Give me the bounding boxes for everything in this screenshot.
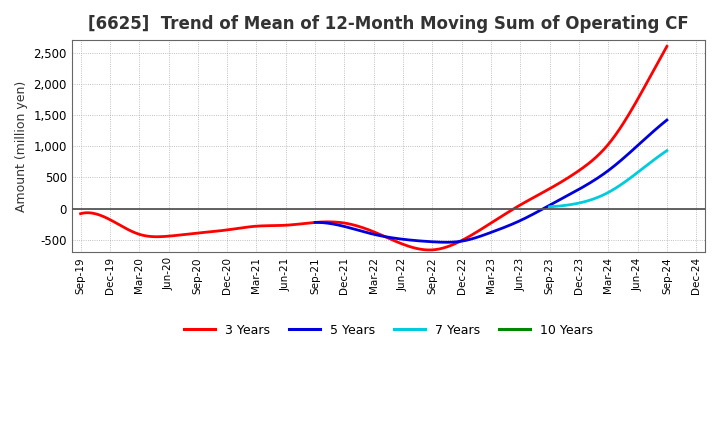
Title: [6625]  Trend of Mean of 12-Month Moving Sum of Operating CF: [6625] Trend of Mean of 12-Month Moving … xyxy=(88,15,689,33)
Legend: 3 Years, 5 Years, 7 Years, 10 Years: 3 Years, 5 Years, 7 Years, 10 Years xyxy=(179,319,598,342)
Y-axis label: Amount (million yen): Amount (million yen) xyxy=(15,81,28,212)
